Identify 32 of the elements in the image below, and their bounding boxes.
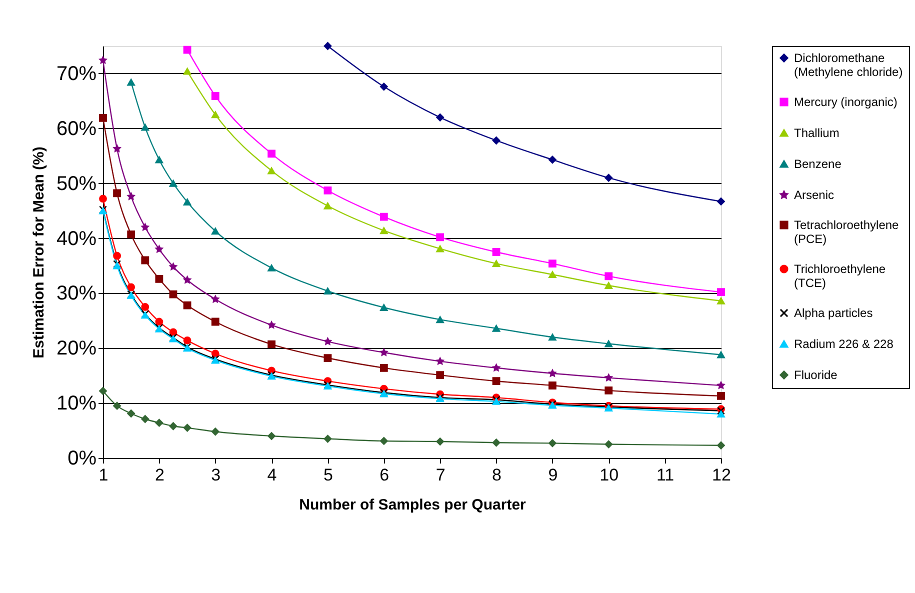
y-tick-label: 20% xyxy=(56,338,97,360)
x-tick-label: 6 xyxy=(380,466,390,484)
legend-label: Alpha particles xyxy=(794,306,873,320)
legend-label: Radium 226 & 228 xyxy=(794,337,894,351)
y-tick-label: 60% xyxy=(56,118,97,140)
y-tick-label: 50% xyxy=(56,172,97,195)
x-tick-label: 7 xyxy=(436,466,446,484)
y-axis-title: Estimation Error for Mean (%) xyxy=(30,146,48,358)
legend-label: Fluoride xyxy=(794,368,838,382)
x-tick-label: 12 xyxy=(712,466,731,484)
y-tick-label: 10% xyxy=(56,392,97,415)
y-tick-label: 30% xyxy=(56,282,97,305)
x-tick-label: 5 xyxy=(323,466,333,484)
x-tick-label: 2 xyxy=(154,466,164,484)
legend-label: Arsenic xyxy=(794,188,834,202)
x-tick-label: 4 xyxy=(267,466,277,484)
x-axis-title: Number of Samples per Quarter xyxy=(299,496,526,514)
legend-label: Tetrachloroethylene (PCE) xyxy=(794,218,900,246)
y-tick-label: 40% xyxy=(56,228,97,250)
y-tick-label: 70% xyxy=(56,62,97,85)
x-tick-label: 10 xyxy=(600,466,619,484)
x-tick-label: 8 xyxy=(492,466,502,484)
x-tick-label: 11 xyxy=(656,466,674,484)
legend-label: Benzene xyxy=(794,157,842,171)
legend-label: Mercury (inorganic) xyxy=(794,95,898,109)
legend-label: Dichloromethane (Methylene chloride) xyxy=(794,51,903,79)
x-tick-label: 9 xyxy=(548,466,558,484)
legend-label: Thallium xyxy=(794,126,840,140)
legend-label: Trichloroethylene (TCE) xyxy=(794,262,886,290)
x-tick-label: 1 xyxy=(98,466,108,484)
y-tick-label: 0% xyxy=(68,448,97,470)
x-tick-label: 3 xyxy=(211,466,221,484)
